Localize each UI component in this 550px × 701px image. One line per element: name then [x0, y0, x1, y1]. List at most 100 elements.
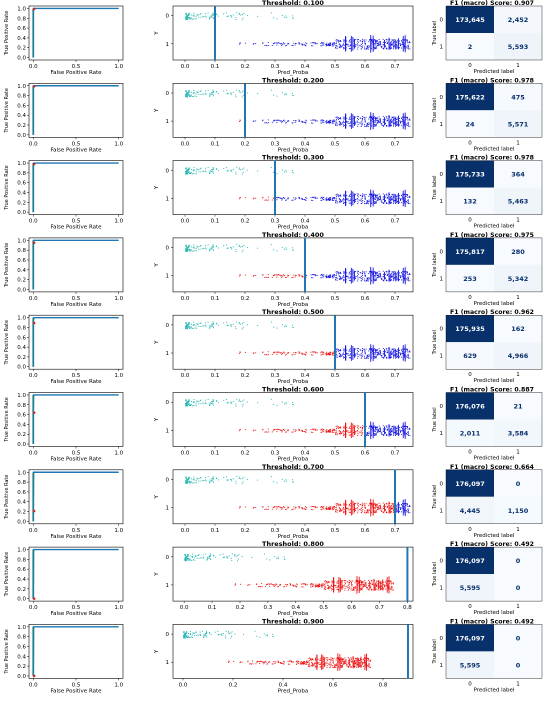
- class0-point: [188, 249, 190, 251]
- class1-point: [375, 47, 377, 49]
- class1-point: [301, 508, 303, 510]
- class1-point: [271, 44, 273, 46]
- class1-point: [367, 125, 369, 127]
- class0-point: [266, 558, 268, 560]
- scatter-xtick-label: 0.3: [271, 451, 280, 457]
- class0-point: [241, 251, 243, 253]
- class0-point: [196, 91, 198, 93]
- class1-strip: [378, 580, 379, 590]
- class1-point: [365, 280, 367, 282]
- class1-point: [371, 280, 373, 282]
- class0-point: [257, 247, 259, 249]
- class1-point: [390, 125, 392, 127]
- class1-point: [294, 44, 296, 46]
- class0-point: [193, 167, 195, 169]
- class1-point: [364, 44, 366, 46]
- class1-point: [391, 426, 393, 428]
- class1-point: [365, 126, 367, 127]
- class0-point: [285, 170, 287, 172]
- class1-point: [374, 430, 376, 432]
- class1-point: [364, 508, 366, 509]
- class1-point: [321, 584, 323, 586]
- class1-point: [365, 125, 367, 127]
- class1-point: [396, 123, 398, 125]
- roc-ytick-label: 0.6: [17, 335, 26, 341]
- class1-strip: [397, 38, 399, 50]
- class1-point: [407, 199, 409, 201]
- class1-point: [374, 120, 376, 122]
- roc-ytick-label: 0.4: [17, 268, 26, 274]
- class1-point: [364, 580, 366, 582]
- class0-point: [187, 480, 189, 482]
- class0-point: [202, 325, 204, 327]
- class0-point: [188, 244, 190, 246]
- class1-point: [321, 42, 323, 44]
- class1-point: [366, 354, 368, 356]
- class0-point: [208, 405, 210, 406]
- class1-point: [328, 585, 330, 587]
- class1-point: [276, 276, 278, 278]
- class1-point: [343, 116, 345, 118]
- class0-point: [204, 90, 206, 92]
- class1-point: [359, 426, 361, 428]
- class1-point: [327, 44, 329, 46]
- class1-point: [288, 506, 290, 508]
- class0-point: [235, 19, 237, 20]
- class1-point: [362, 193, 364, 195]
- class1-point: [394, 431, 396, 433]
- class1-point: [359, 45, 361, 46]
- class1-point: [371, 348, 373, 350]
- class1-point: [325, 581, 327, 583]
- class1-point: [312, 351, 314, 353]
- class1-point: [369, 503, 371, 505]
- scatter-xtick-label: 0.7: [391, 141, 400, 147]
- class1-point: [357, 580, 359, 582]
- class1-point: [274, 351, 276, 353]
- class1-point: [397, 117, 399, 119]
- class1-point: [354, 425, 356, 427]
- class0-point: [186, 249, 188, 251]
- class1-point: [328, 430, 330, 432]
- class0-point: [212, 16, 214, 18]
- class1-point: [313, 351, 315, 353]
- class1-point: [340, 278, 342, 280]
- class1-point: [396, 120, 398, 122]
- class1-point: [340, 122, 342, 124]
- class0-point: [209, 402, 211, 404]
- class1-point: [339, 195, 341, 197]
- class0-point: [185, 96, 187, 98]
- class1-point: [303, 583, 305, 585]
- class1-point: [326, 274, 328, 276]
- class1-point: [376, 273, 378, 275]
- class1-point: [374, 196, 376, 198]
- class1-point: [260, 586, 262, 588]
- class1-point: [292, 585, 294, 587]
- scatter-xlabel: Pred_Proba: [278, 457, 309, 463]
- class1-point: [382, 351, 384, 353]
- class1-point: [311, 583, 313, 585]
- class0-point: [195, 325, 197, 327]
- class1-point: [267, 428, 269, 430]
- class1-point: [335, 194, 337, 196]
- class1-point: [293, 351, 295, 353]
- class1-point: [395, 434, 397, 436]
- class1-point: [404, 426, 406, 428]
- class1-point: [368, 123, 370, 125]
- class1-point: [288, 120, 290, 122]
- class1-point: [343, 356, 345, 358]
- class1-point: [234, 584, 236, 586]
- class1-point: [353, 586, 355, 588]
- class1-point: [362, 122, 364, 124]
- class1-point: [389, 510, 391, 512]
- class1-point: [316, 585, 318, 587]
- class0-point: [231, 325, 233, 327]
- class1-point: [374, 278, 376, 280]
- class1-point: [311, 584, 313, 586]
- class0-point: [193, 169, 195, 171]
- class0-point: [203, 93, 205, 95]
- class0-point: [192, 96, 194, 97]
- class1-point: [400, 44, 402, 46]
- class1-point: [375, 503, 377, 505]
